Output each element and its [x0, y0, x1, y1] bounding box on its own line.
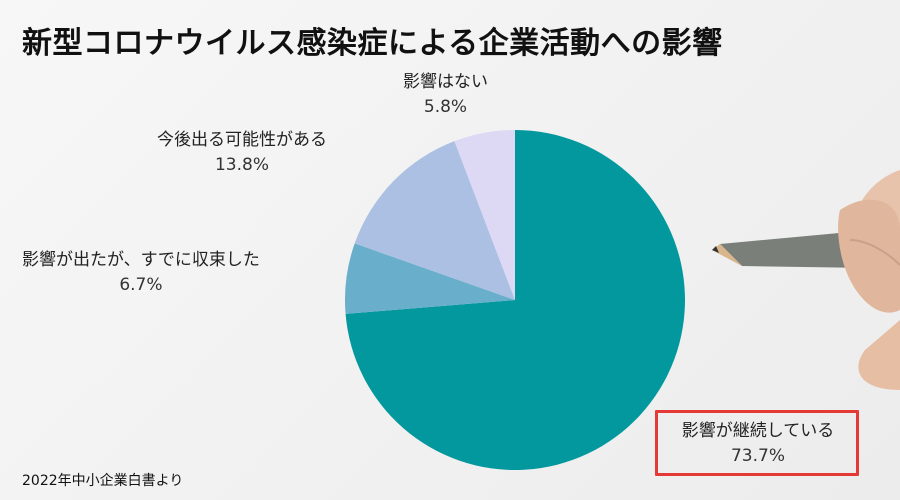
slice-value-ongoing: 73.7%	[730, 445, 785, 466]
slice-value-none: 5.8%	[423, 96, 468, 117]
slice-none	[454, 130, 515, 300]
source-note: 2022年中小企業白書より	[22, 473, 184, 489]
label-ongoing: 影響が継続している 73.7%	[663, 419, 853, 468]
slice-label-ongoing: 影響が継続している	[681, 421, 835, 441]
label-recovered: 影響が出たが、すでに収束した 6.7%	[22, 248, 260, 297]
page-title: 新型コロナウイルス感染症による企業活動への影響	[22, 26, 723, 61]
label-none: 影響はない 5.8%	[403, 70, 488, 119]
slice-value-possible: 13.8%	[214, 154, 269, 175]
slice-value-recovered: 6.7%	[119, 274, 163, 295]
slice-recovered	[345, 243, 515, 314]
slice-label-none: 影響はない	[403, 72, 488, 92]
slice-label-recovered: 影響が出たが、すでに収束した	[22, 250, 260, 270]
highlight-box	[655, 410, 859, 476]
slice-label-possible: 今後出る可能性がある	[157, 130, 327, 150]
label-possible: 今後出る可能性がある 13.8%	[157, 128, 327, 177]
slice-ongoing	[345, 130, 685, 470]
pencil-hand-illustration	[712, 170, 900, 390]
slice-possible	[354, 141, 515, 300]
